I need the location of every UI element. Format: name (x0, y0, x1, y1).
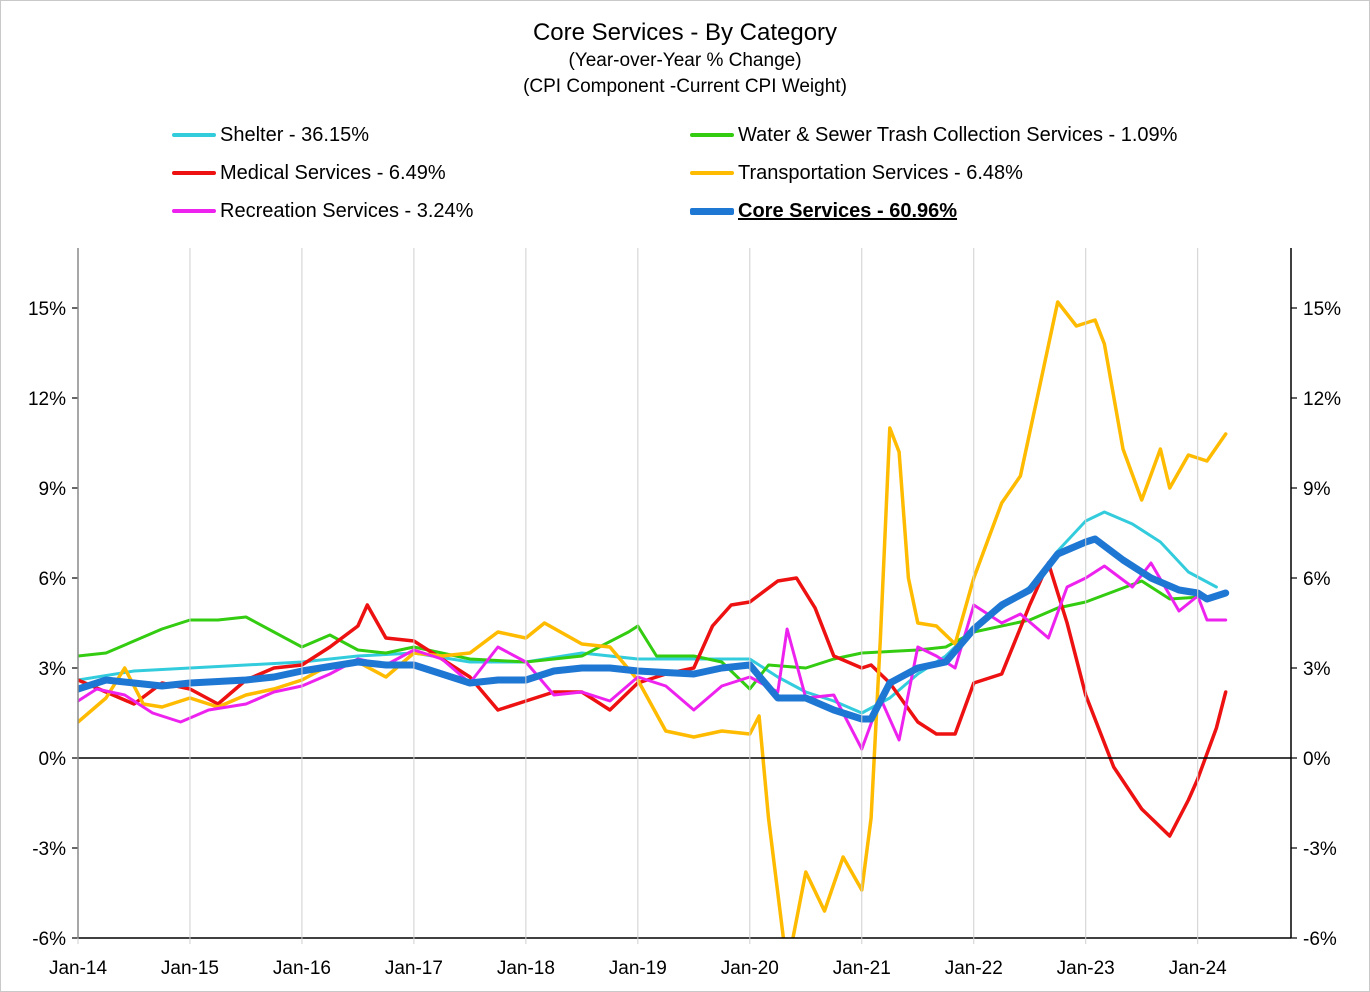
x-tick-label: Jan-19 (609, 958, 667, 979)
y-tick-label-left: -3% (32, 839, 66, 860)
y-tick-label-right: 12% (1303, 389, 1341, 410)
legend-swatch (690, 207, 734, 215)
y-tick-label-left: 6% (39, 569, 67, 590)
chart-titles: Core Services - By Category (Year-over-Y… (0, 18, 1370, 100)
legend-label: Shelter - 36.15% (220, 123, 369, 146)
series-layer (78, 300, 1230, 938)
x-tick-label: Jan-23 (1057, 958, 1115, 979)
y-tick-label-left: 15% (28, 299, 66, 320)
legend-item-0: Shelter - 36.15% (172, 122, 369, 148)
axis-layer: 15% 15% 12% 12% 9% 9% 6% 6% 3% 3% 0% 0% -3% -3% -6% -6%… (28, 248, 1341, 979)
y-tick-label-left: 9% (39, 479, 67, 500)
legend-swatch (172, 133, 216, 137)
legend-swatch (690, 133, 734, 137)
legend-label: Transportation Services - 6.48% (738, 161, 1023, 184)
x-tick-label: Jan-21 (833, 958, 891, 979)
y-tick-label-right: -6% (1303, 929, 1337, 950)
y-tick-label-right: 6% (1303, 569, 1331, 590)
legend-label: Water & Sewer Trash Collection Services … (738, 123, 1178, 146)
legend-swatch (690, 171, 734, 175)
legend-label: Recreation Services - 3.24% (220, 199, 474, 222)
y-tick-label-right: 9% (1303, 479, 1331, 500)
y-tick-label-left: 12% (28, 389, 66, 410)
series-line-4 (78, 561, 1228, 751)
legend-label: Core Services - 60.96% (738, 199, 958, 222)
legend-item-2: Medical Services - 6.49% (172, 160, 446, 186)
y-tick-label-left: 3% (39, 659, 67, 680)
y-tick-label-right: 0% (1303, 749, 1331, 770)
chart-subtitle-1: (Year-over-Year % Change) (568, 50, 802, 71)
chart-title: Core Services - By Category (532, 19, 838, 46)
x-tick-label: Jan-15 (161, 958, 219, 979)
x-tick-label: Jan-24 (1169, 958, 1228, 979)
legend-swatch (172, 171, 216, 175)
legend-label: Medical Services - 6.49% (220, 161, 446, 184)
y-tick-label-right: -3% (1303, 839, 1337, 860)
series-line-5 (78, 535, 1230, 723)
y-tick-label-left: -6% (32, 929, 66, 950)
y-tick-label-left: 0% (39, 749, 67, 770)
legend-swatch (172, 209, 216, 213)
y-tick-label-right: 15% (1303, 299, 1341, 320)
legend-item-5: Core Services - 60.96% (690, 198, 957, 224)
series-line-2 (78, 561, 1228, 838)
x-tick-label: Jan-22 (945, 958, 1003, 979)
legend-item-4: Recreation Services - 3.24% (172, 198, 473, 224)
legend-item-1: Water & Sewer Trash Collection Services … (690, 122, 1177, 148)
y-tick-label-right: 3% (1303, 659, 1331, 680)
x-tick-label: Jan-18 (497, 958, 555, 979)
chart-subtitle-2: (CPI Component -Current CPI Weight) (523, 76, 847, 97)
x-tick-label: Jan-20 (721, 958, 779, 979)
series-line-3 (78, 300, 1228, 938)
x-tick-label: Jan-16 (273, 958, 331, 979)
legend-item-3: Transportation Services - 6.48% (690, 160, 1023, 186)
x-tick-label: Jan-14 (49, 958, 108, 979)
x-tick-label: Jan-17 (385, 958, 443, 979)
